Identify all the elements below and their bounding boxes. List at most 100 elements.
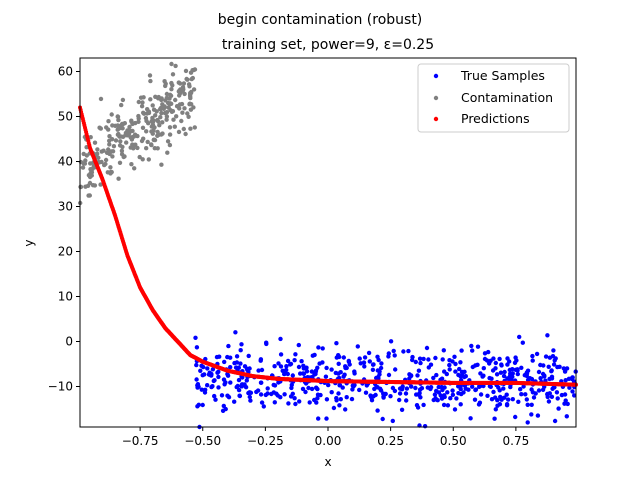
true-sample-point <box>238 361 243 366</box>
true-sample-point <box>436 384 441 390</box>
true-sample-point <box>463 374 468 379</box>
x-tick-label: 0.25 <box>377 434 404 448</box>
true-sample-point <box>347 362 352 367</box>
true-sample-point <box>276 361 281 366</box>
true-sample-point <box>417 356 423 361</box>
true-sample-point <box>210 384 215 389</box>
true-sample-point <box>337 375 342 381</box>
contamination-point <box>125 133 130 138</box>
contamination-point <box>111 144 117 149</box>
true-sample-point <box>498 370 504 375</box>
true-sample-point <box>535 413 541 418</box>
true-sample-point <box>478 371 483 376</box>
true-sample-point <box>343 407 348 412</box>
true-sample-point <box>288 361 294 367</box>
true-sample-point <box>502 369 507 375</box>
true-sample-point <box>495 398 500 403</box>
true-sample-point <box>458 402 463 407</box>
contamination-point <box>144 129 149 134</box>
contamination-point <box>107 134 112 139</box>
true-sample-point <box>248 398 253 403</box>
true-sample-point <box>296 342 301 348</box>
contamination-point <box>121 154 126 160</box>
contamination-point <box>98 96 104 102</box>
contamination-point <box>118 139 123 144</box>
true-sample-point <box>377 369 382 374</box>
true-sample-point <box>415 405 421 410</box>
true-sample-point <box>475 344 481 349</box>
true-sample-point <box>554 390 560 395</box>
contamination-point <box>147 73 153 78</box>
contamination-point <box>132 166 137 171</box>
contamination-point <box>140 125 146 130</box>
contamination-point <box>163 83 168 89</box>
true-sample-point <box>312 397 317 403</box>
true-sample-point <box>453 361 458 367</box>
true-sample-point <box>278 395 283 400</box>
true-sample-point <box>530 358 535 363</box>
true-sample-point <box>523 392 528 397</box>
contamination-point <box>186 114 191 120</box>
legend: True Samples Contamination Predictions <box>417 63 570 133</box>
true-sample-point <box>434 372 439 378</box>
true-sample-point <box>533 391 538 396</box>
true-sample-point <box>349 396 355 402</box>
true-sample-point <box>358 361 363 366</box>
y-tick-label: 50 <box>58 110 73 124</box>
true-sample-point <box>388 339 394 344</box>
contamination-point <box>117 160 123 165</box>
true-sample-point <box>551 348 556 353</box>
y-axis-label: y <box>22 239 36 246</box>
true-sample-point <box>530 353 535 359</box>
true-sample-point <box>361 360 367 365</box>
true-sample-point <box>472 397 478 402</box>
true-sample-point <box>280 368 285 373</box>
contamination-point <box>189 102 194 107</box>
true-sample-point <box>450 392 456 397</box>
true-sample-point <box>531 395 537 400</box>
true-sample-point <box>541 363 546 368</box>
contamination-point <box>92 140 98 145</box>
contamination-point <box>132 132 138 137</box>
contamination-point <box>155 117 160 123</box>
contamination-point <box>169 87 174 92</box>
true-sample-point <box>315 396 320 401</box>
true-sample-point <box>567 385 572 390</box>
true-sample-point <box>283 371 288 376</box>
true-sample-point <box>379 361 384 366</box>
contamination-point <box>120 97 126 103</box>
true-sample-point <box>453 369 458 374</box>
true-sample-point <box>538 376 543 381</box>
contamination-point <box>179 118 184 124</box>
contamination-point <box>116 117 121 123</box>
true-sample-point <box>390 418 395 424</box>
true-sample-point <box>303 389 308 395</box>
true-sample-point <box>494 372 500 377</box>
contamination-point <box>119 121 125 127</box>
true-sample-point <box>209 371 214 377</box>
true-sample-point <box>497 356 502 362</box>
contamination-point <box>162 79 167 84</box>
true-sample-point <box>403 391 409 396</box>
true-sample-point <box>278 364 284 369</box>
true-sample-point <box>428 362 434 367</box>
contamination-point <box>171 117 176 122</box>
true-sample-point <box>316 416 321 421</box>
contamination-point <box>167 92 173 98</box>
contamination-point <box>144 146 149 151</box>
true-sample-point <box>441 348 446 353</box>
contamination-point <box>108 165 113 170</box>
true-sample-point <box>418 360 423 366</box>
y-tick-label: 30 <box>58 200 73 214</box>
true-sample-point <box>459 348 464 353</box>
contamination-point <box>116 176 121 181</box>
true-sample-point <box>524 397 529 402</box>
true-sample-point <box>421 356 426 362</box>
true-sample-point <box>442 393 447 398</box>
true-sample-point <box>477 400 483 405</box>
contamination-point <box>185 111 190 116</box>
true-sample-point <box>512 360 518 365</box>
true-sample-point <box>222 359 227 365</box>
contamination-point <box>82 161 88 166</box>
contamination-point <box>107 138 112 143</box>
